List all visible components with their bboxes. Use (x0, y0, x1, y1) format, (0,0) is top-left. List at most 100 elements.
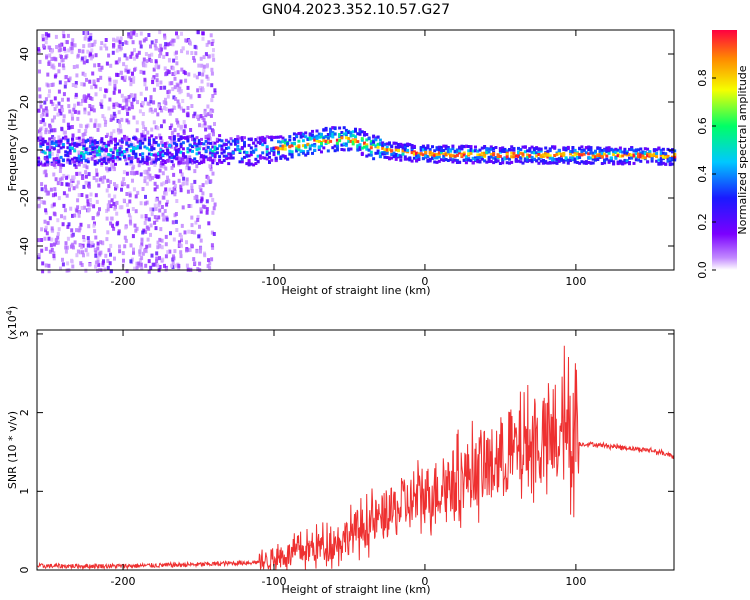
spectrogram-cells (37, 30, 677, 274)
heatmap-cell (616, 154, 620, 158)
heatmap-cell (397, 153, 400, 157)
heatmap-cell (193, 195, 197, 200)
heatmap-cell (578, 156, 582, 159)
heatmap-cell (172, 137, 176, 141)
heatmap-cell (435, 153, 439, 156)
heatmap-cell (421, 145, 425, 149)
heatmap-cell (458, 151, 462, 155)
heatmap-cell (163, 190, 167, 195)
heatmap-cell (108, 261, 112, 266)
heatmap-cell (38, 87, 42, 92)
heatmap-cell (347, 140, 351, 144)
heatmap-cell (77, 143, 81, 147)
heatmap-cell (272, 150, 276, 154)
heatmap-cell (173, 190, 177, 194)
heatmap-cell (283, 154, 287, 158)
heatmap-cell (544, 146, 548, 150)
heatmap-cell (444, 158, 448, 161)
heatmap-cell (625, 151, 629, 155)
heatmap-cell (100, 162, 104, 166)
heatmap-cell (125, 162, 129, 166)
heatmap-cell (151, 77, 155, 82)
heatmap-cell (109, 117, 113, 122)
heatmap-cell (270, 138, 274, 142)
heatmap-cell (104, 253, 108, 258)
heatmap-cell (551, 161, 554, 165)
heatmap-cell (308, 133, 312, 137)
heatmap-cell (89, 137, 93, 141)
heatmap-cell (564, 156, 568, 160)
heatmap-cell (72, 175, 76, 180)
heatmap-cell (173, 192, 177, 197)
heatmap-cell (383, 142, 387, 146)
heatmap-cell (176, 35, 180, 40)
heatmap-cell (277, 146, 280, 150)
heatmap-cell (84, 180, 88, 185)
heatmap-cell (92, 176, 96, 180)
heatmap-cell (83, 36, 87, 41)
heatmap-cell (103, 122, 107, 127)
heatmap-cell (151, 262, 155, 267)
heatmap-cell (623, 158, 627, 162)
heatmap-cell (342, 132, 346, 136)
heatmap-cell (354, 128, 357, 132)
heatmap-cell (164, 166, 168, 171)
heatmap-cell (274, 146, 278, 150)
heatmap-cell (453, 154, 457, 158)
heatmap-cell (575, 152, 579, 156)
heatmap-cell (661, 151, 665, 155)
heatmap-cell (91, 216, 95, 221)
heatmap-cell (167, 57, 171, 62)
heatmap-cell (155, 256, 159, 261)
heatmap-cell (78, 139, 82, 144)
heatmap-cell (189, 204, 193, 208)
heatmap-cell (43, 162, 47, 166)
heatmap-cell (79, 222, 83, 227)
heatmap-cell (176, 120, 180, 125)
heatmap-cell (265, 147, 269, 151)
heatmap-cell (532, 151, 536, 155)
heatmap-cell (50, 151, 54, 156)
heatmap-cell (70, 228, 74, 233)
heatmap-cell (326, 149, 330, 153)
heatmap-cell (254, 144, 258, 148)
heatmap-cell (100, 149, 104, 153)
heatmap-cell (153, 215, 157, 220)
heatmap-cell (109, 252, 112, 257)
heatmap-cell (89, 56, 93, 61)
heatmap-cell (281, 147, 285, 151)
heatmap-cell (113, 182, 116, 187)
heatmap-cell (125, 118, 129, 123)
heatmap-cell (173, 128, 177, 133)
heatmap-cell (618, 159, 622, 163)
heatmap-cell (193, 73, 197, 78)
heatmap-cell (70, 183, 73, 188)
heatmap-cell (206, 141, 210, 145)
heatmap-cell (84, 34, 88, 39)
x-tick-label: 0 (421, 275, 428, 288)
heatmap-cell (247, 154, 251, 158)
heatmap-cell (460, 144, 464, 148)
heatmap-cell (83, 110, 87, 115)
heatmap-cell (103, 43, 107, 48)
heatmap-cell (229, 152, 233, 156)
heatmap-cell (127, 120, 131, 125)
heatmap-cell (202, 118, 206, 123)
heatmap-cell (152, 75, 156, 79)
heatmap-cell (56, 218, 60, 223)
heatmap-cell (252, 163, 256, 167)
heatmap-cell (37, 196, 41, 201)
heatmap-cell (51, 193, 55, 198)
heatmap-cell (202, 64, 206, 69)
heatmap-cell (671, 162, 674, 166)
heatmap-cell (152, 67, 156, 72)
heatmap-cell (218, 160, 222, 164)
heatmap-cell (573, 153, 577, 157)
heatmap-cell (114, 60, 118, 65)
heatmap-cell (537, 150, 541, 154)
heatmap-cell (127, 137, 131, 141)
y-tick-label: 0 (18, 567, 31, 574)
heatmap-cell (453, 158, 457, 162)
heatmap-cell (84, 248, 88, 253)
heatmap-cell (103, 175, 106, 180)
